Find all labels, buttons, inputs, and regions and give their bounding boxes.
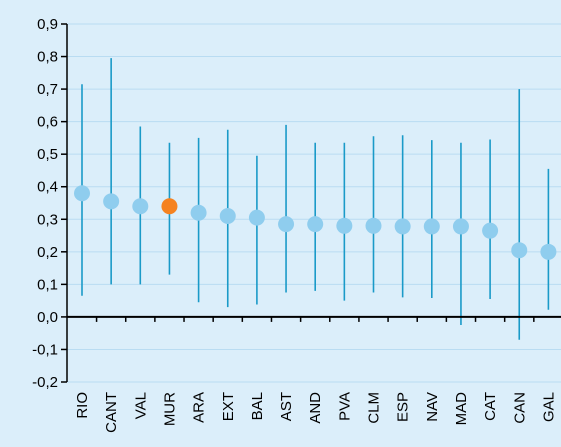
x-tick-labels: RIO CANT VAL MUR ARA EXT BAL AST AND PVA CLM ESP NAV… [74, 392, 557, 433]
point-bal [248, 209, 265, 226]
x-label-ara: ARA [191, 392, 208, 423]
x-label-pva: PVA [336, 392, 353, 421]
y-tick-label: 0,2 [37, 244, 58, 261]
point-esp [394, 218, 411, 235]
point-and [307, 216, 324, 233]
x-label-clm: CLM [366, 392, 383, 424]
point-gal [540, 243, 557, 260]
grid-lines [67, 23, 561, 383]
x-label-cant: CANT [103, 392, 120, 433]
point-clm [365, 217, 382, 234]
x-axis [67, 315, 561, 322]
y-tick-label: 0,0 [37, 309, 58, 326]
x-label-cat: CAT [482, 392, 499, 421]
x-label-mur: MUR [161, 392, 178, 426]
point-ara [190, 204, 207, 221]
y-axis: 0,9 0,8 0,7 0,6 0,5 0,4 0,3 0,2 0,1 0,0 -0,1 -0,2 [32, 16, 68, 391]
y-tick-label: 0,4 [37, 179, 58, 196]
y-tick-label: 0,9 [37, 16, 58, 33]
x-label-mad: MAD [453, 392, 470, 426]
point-can [511, 242, 528, 259]
point-rio [74, 185, 90, 202]
x-label-ext: EXT [220, 392, 237, 421]
x-label-and: AND [307, 392, 324, 424]
x-label-bal: BAL [249, 392, 266, 420]
x-label-can: CAN [511, 392, 528, 424]
y-tick-label: 0,1 [37, 276, 58, 293]
y-tick-label: -0,2 [32, 374, 58, 391]
x-label-nav: NAV [424, 392, 441, 422]
x-label-ast: AST [278, 392, 295, 421]
point-val [132, 198, 149, 215]
point-pva [336, 217, 353, 234]
point-mur [161, 198, 178, 215]
y-tick-label: 0,7 [37, 81, 58, 98]
x-label-gal: GAL [540, 392, 557, 422]
y-tick-label: 0,5 [37, 146, 58, 163]
y-tick-label: 0,6 [37, 114, 58, 131]
x-label-esp: ESP [395, 392, 412, 422]
y-tick-label: 0,8 [37, 49, 58, 66]
y-tick-label: 0,3 [37, 211, 58, 228]
point-mad [452, 218, 469, 235]
point-ast [278, 216, 295, 233]
error-bars [81, 58, 550, 340]
y-tick-label: -0,1 [32, 341, 58, 358]
x-label-val: VAL [132, 392, 149, 419]
point-cat [482, 222, 499, 239]
point-cant [103, 193, 120, 210]
data-points [74, 185, 557, 260]
x-label-rio: RIO [74, 392, 91, 419]
point-ext [219, 208, 236, 225]
point-nav [423, 218, 440, 235]
